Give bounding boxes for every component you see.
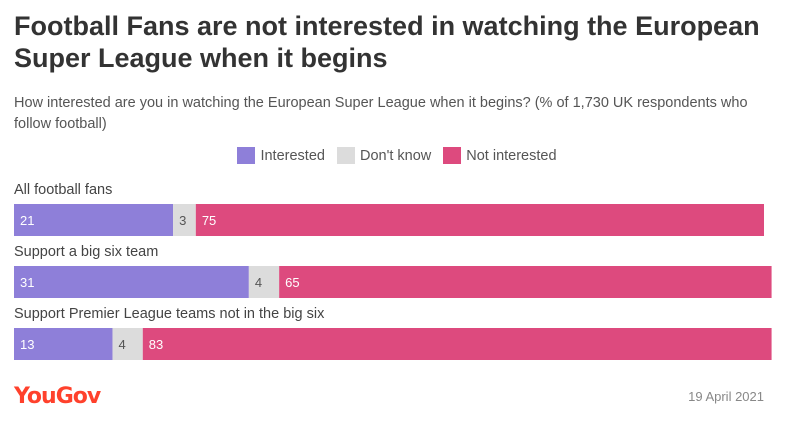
bar-not-interested-support-a-big-six-team bbox=[279, 266, 772, 298]
legend-label-interested: Interested bbox=[260, 147, 325, 164]
bar-don-t-know-support-a-big-six-team bbox=[248, 266, 280, 298]
chart-subtitle: How interested are you in watching the E… bbox=[14, 95, 748, 132]
legend-item-not-interested: Not interested bbox=[443, 147, 557, 164]
bar-interested-all-football-fans bbox=[14, 204, 174, 236]
data-label-not-interested-support-premier-league-teams-not-in-the-big-six: 83 bbox=[149, 337, 163, 352]
data-label-interested-support-a-big-six-team: 31 bbox=[20, 275, 34, 290]
data-label-not-interested-support-a-big-six-team: 65 bbox=[285, 275, 299, 290]
data-label-don-t-know-support-premier-league-teams-not-in-the-big-six: 4 bbox=[118, 337, 125, 352]
category-label-all-football-fans: All football fans bbox=[14, 182, 112, 198]
bar-interested-support-a-big-six-team bbox=[14, 266, 249, 298]
legend-swatch-dont-know bbox=[336, 147, 355, 164]
chart-title: Football Fans are not interested in watc… bbox=[14, 11, 760, 73]
bar-not-interested-all-football-fans bbox=[195, 204, 764, 236]
bar-don-t-know-all-football-fans bbox=[173, 204, 196, 236]
category-label-support-a-big-six-team: Support a big six team bbox=[14, 244, 158, 260]
bar-don-t-know-support-premier-league-teams-not-in-the-big-six bbox=[112, 328, 143, 360]
data-label-interested-all-football-fans: 21 bbox=[20, 213, 34, 228]
data-label-don-t-know-all-football-fans: 3 bbox=[179, 213, 186, 228]
legend-item-interested: Interested bbox=[237, 147, 325, 164]
category-label-support-premier-league-teams-not-in-the-big-six: Support Premier League teams not in the … bbox=[14, 306, 325, 322]
data-label-not-interested-all-football-fans: 75 bbox=[202, 213, 216, 228]
legend-swatch-interested bbox=[237, 147, 256, 164]
legend-swatch-not-interested bbox=[443, 147, 462, 164]
yougov-logo: YouGov bbox=[14, 384, 101, 409]
bar-interested-support-premier-league-teams-not-in-the-big-six bbox=[14, 328, 113, 360]
legend-item-dont-know: Don't know bbox=[336, 147, 432, 164]
legend-label-not-interested: Not interested bbox=[466, 147, 557, 164]
legend-label-dont-know: Don't know bbox=[359, 147, 432, 164]
data-label-don-t-know-support-a-big-six-team: 4 bbox=[255, 275, 262, 290]
publish-date: 19 April 2021 bbox=[688, 389, 764, 404]
data-label-interested-support-premier-league-teams-not-in-the-big-six: 13 bbox=[20, 337, 34, 352]
bar-not-interested-support-premier-league-teams-not-in-the-big-six bbox=[142, 328, 772, 360]
legend: Interested Don't know Not interested bbox=[0, 147, 794, 164]
